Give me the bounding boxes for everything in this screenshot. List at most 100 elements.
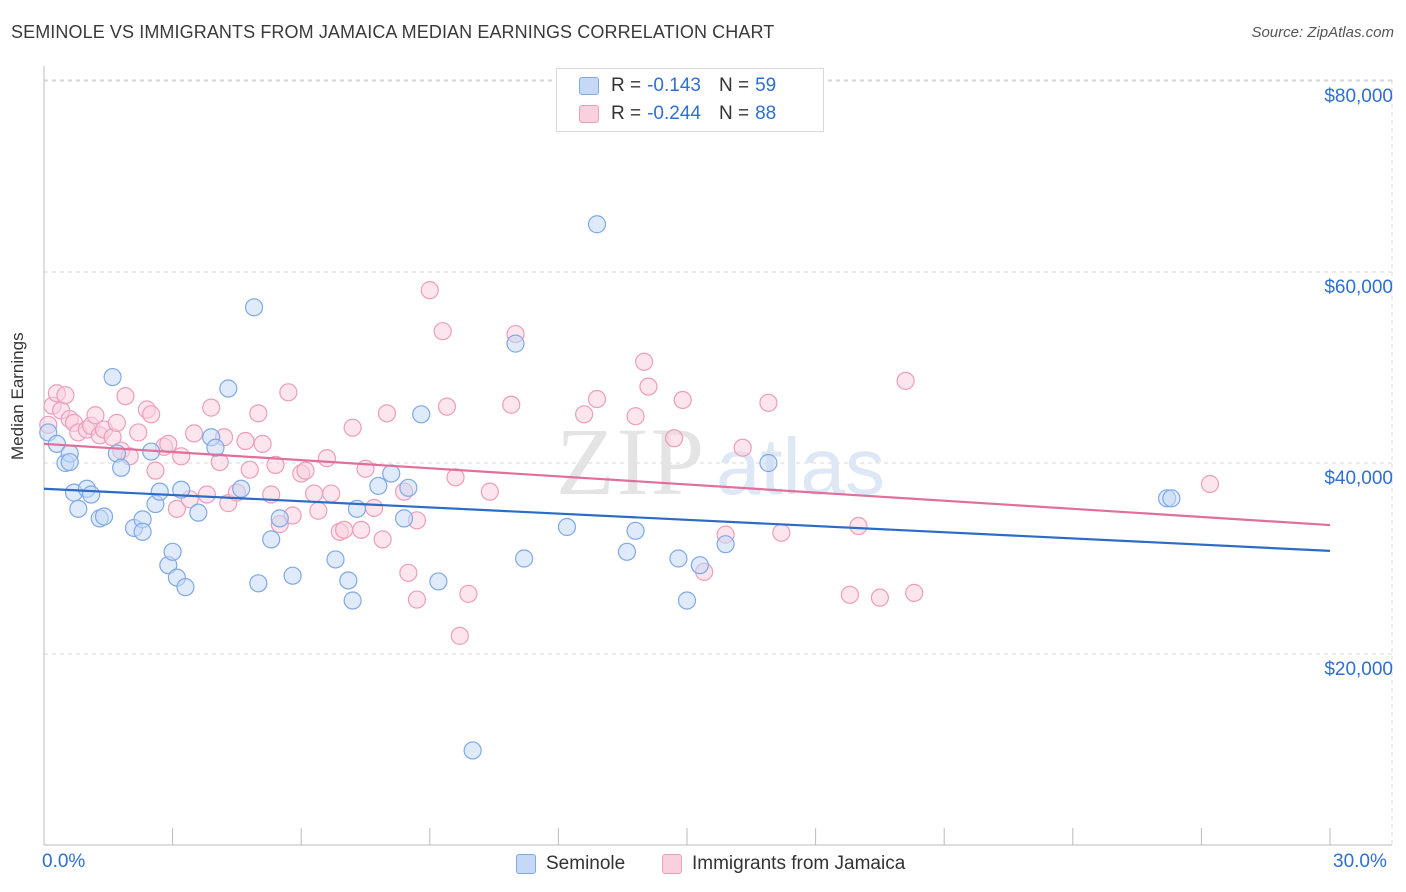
data-point	[412, 405, 431, 424]
data-point	[433, 322, 452, 341]
watermark-zip: ZIP	[556, 408, 706, 515]
data-point	[197, 485, 216, 504]
data-point	[463, 741, 482, 760]
r-value: -0.143	[647, 75, 701, 96]
data-point	[502, 395, 521, 414]
bottom-legend-jamaica: Immigrants from Jamaica	[662, 851, 905, 877]
data-point	[896, 371, 915, 390]
data-point	[304, 484, 324, 503]
data-point	[665, 429, 684, 448]
data-point	[733, 438, 752, 457]
data-point	[253, 434, 272, 453]
data-point	[150, 482, 169, 501]
data-point	[352, 520, 371, 539]
data-point	[146, 461, 165, 480]
data-point	[1162, 489, 1181, 508]
data-point	[86, 406, 105, 425]
chart-title: SEMINOLE VS IMMIGRANTS FROM JAMAICA MEDI…	[11, 22, 775, 42]
n-value: 88	[755, 103, 777, 124]
legend-row-jamaica: R = -0.244 N = 88	[579, 101, 776, 127]
data-point	[116, 387, 135, 406]
data-point	[840, 585, 859, 604]
seminole-swatch	[579, 77, 599, 95]
x-tick-label-min: 0.0%	[42, 851, 86, 872]
data-point	[437, 397, 457, 416]
data-point	[82, 485, 101, 504]
data-point	[515, 549, 534, 568]
data-point	[369, 476, 388, 496]
series-seminole-points	[39, 215, 1181, 760]
data-point	[772, 523, 791, 542]
x-tick-label-max: 30.0%	[1333, 851, 1387, 872]
data-point	[206, 438, 225, 457]
data-point	[172, 480, 191, 499]
data-point	[407, 590, 427, 609]
data-point	[159, 434, 178, 453]
data-point	[172, 447, 191, 466]
y-axis-label: Median Earnings	[8, 332, 27, 460]
data-point	[279, 383, 298, 402]
r-label: R =	[611, 103, 642, 124]
data-point	[617, 542, 637, 561]
data-point	[270, 509, 289, 528]
data-point	[575, 405, 594, 424]
data-point	[759, 453, 778, 473]
data-point	[232, 479, 251, 498]
y-tick-label-40000: $40,000	[1324, 468, 1393, 489]
y-tick-label-60000: $60,000	[1324, 277, 1393, 298]
data-point	[587, 389, 607, 409]
data-point	[364, 498, 384, 517]
data-point	[219, 379, 238, 398]
data-point	[334, 520, 354, 539]
data-point	[142, 405, 161, 424]
r-value: -0.244	[647, 103, 701, 124]
jamaica-legend-swatch	[662, 854, 682, 874]
data-point	[557, 517, 577, 537]
legend-row-seminole: R = -0.143 N = 59	[579, 73, 776, 99]
y-tick-label-80000: $80,000	[1324, 86, 1393, 107]
data-point	[639, 377, 658, 396]
watermark-atlas: atlas	[716, 422, 885, 511]
jamaica-legend-label: Immigrants from Jamaica	[692, 853, 906, 874]
data-point	[69, 499, 88, 518]
data-point	[635, 352, 654, 371]
n-value: 59	[755, 75, 777, 96]
watermark: ZIP atlas	[556, 408, 885, 515]
data-point	[480, 482, 499, 501]
data-point	[94, 507, 114, 526]
chart-source: Source: ZipAtlas.com	[1251, 24, 1394, 41]
data-point	[236, 431, 255, 451]
data-point	[129, 423, 148, 442]
data-point	[56, 386, 75, 405]
data-point	[240, 460, 259, 479]
data-point	[716, 535, 735, 554]
data-point	[870, 588, 890, 607]
data-point	[626, 521, 645, 540]
data-point	[60, 452, 79, 472]
data-point	[249, 574, 268, 593]
seminole-legend-swatch	[516, 854, 536, 874]
data-point	[377, 404, 397, 423]
data-point	[690, 556, 709, 575]
data-point	[905, 583, 924, 602]
data-point	[107, 413, 126, 432]
data-point	[202, 398, 221, 417]
data-point	[759, 393, 778, 412]
data-point	[399, 563, 418, 582]
data-point	[669, 549, 688, 568]
data-point	[309, 501, 328, 520]
data-point	[133, 522, 152, 541]
seminole-trend-line	[43, 487, 1331, 552]
data-point	[1200, 474, 1220, 494]
seminole-legend-label: Seminole	[546, 853, 626, 874]
data-point	[163, 542, 182, 561]
data-point	[394, 509, 414, 528]
data-point	[343, 418, 362, 437]
data-point	[176, 578, 195, 597]
correlation-legend: R = -0.143 N = 59 R = -0.244 N = 88	[556, 68, 824, 132]
data-point	[326, 550, 345, 569]
data-point	[322, 484, 341, 503]
data-point	[373, 530, 392, 549]
data-point	[296, 461, 315, 480]
